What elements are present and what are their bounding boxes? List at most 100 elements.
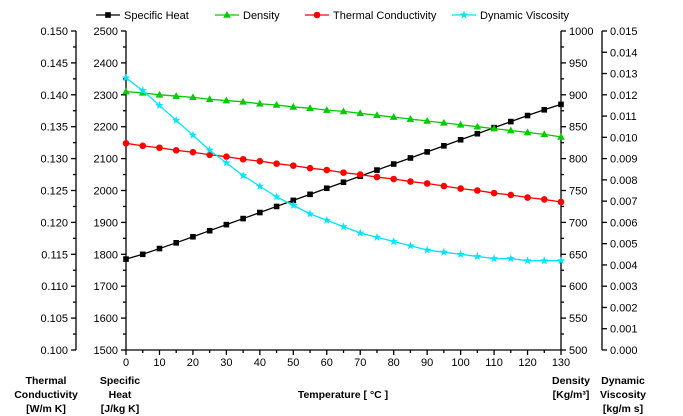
data-point <box>155 101 164 109</box>
data-point <box>490 189 498 197</box>
data-point <box>440 182 448 190</box>
x-tick-label: 20 <box>187 357 199 369</box>
data-point <box>256 157 264 165</box>
data-point <box>507 126 515 134</box>
data-point <box>423 180 431 187</box>
y-axis-title-k: Conductivity <box>14 389 78 401</box>
y-tick-label-k: 0.145 <box>40 58 68 70</box>
y-tick-label-mu: 0.000 <box>610 345 638 357</box>
data-point <box>189 93 197 101</box>
y-tick-label-mu: 0.014 <box>610 47 638 59</box>
data-point <box>223 153 230 160</box>
data-point <box>173 240 179 246</box>
data-point <box>306 104 314 111</box>
y-tick-label-rho: 800 <box>569 154 587 166</box>
y-tick-label-mu: 0.012 <box>610 90 638 102</box>
data-point <box>272 192 281 201</box>
legend-label: Dynamic Viscosity <box>480 10 570 22</box>
data-point <box>323 166 331 174</box>
data-point <box>356 228 365 237</box>
y-tick-label-k: 0.120 <box>40 217 68 229</box>
x-tick-label: 40 <box>254 357 266 369</box>
x-axis-title: Temperature [ °C ] <box>298 389 388 401</box>
x-tick-label: 110 <box>485 357 503 369</box>
data-point <box>322 106 331 113</box>
legend-label: Density <box>243 10 280 22</box>
data-point <box>122 87 130 95</box>
data-point <box>273 160 280 168</box>
data-point <box>524 194 531 201</box>
y-axis-title-cp: Specific <box>100 375 140 387</box>
series-dynamic-viscosity <box>121 73 566 265</box>
y-tick-label-rho: 650 <box>569 249 587 261</box>
y-tick-label-mu: 0.005 <box>610 239 638 251</box>
y-tick-label-rho: 850 <box>569 122 587 134</box>
data-point <box>172 92 180 99</box>
data-point <box>190 233 196 240</box>
data-point <box>289 102 298 110</box>
y-tick-label-cp: 1500 <box>94 345 118 357</box>
data-point <box>422 245 432 254</box>
y-tick-label-mu: 0.007 <box>610 196 638 208</box>
y-tick-label-mu: 0.011 <box>610 111 637 123</box>
data-point <box>322 215 331 224</box>
data-point <box>441 143 447 149</box>
y-tick-label-k: 0.140 <box>40 90 68 102</box>
data-point <box>524 112 531 119</box>
data-point <box>540 256 549 265</box>
data-point <box>389 237 398 246</box>
y-tick-label-rho: 700 <box>569 217 587 229</box>
data-point <box>206 151 213 159</box>
y-tick-label-k: 0.125 <box>40 186 68 198</box>
data-point <box>172 147 180 154</box>
x-tick-label: 10 <box>153 357 165 369</box>
data-point <box>255 181 265 190</box>
data-point <box>188 130 198 139</box>
y-tick-label-rho: 1000 <box>569 26 593 38</box>
y-tick-label-cp: 2300 <box>94 90 118 102</box>
data-point <box>541 106 548 113</box>
data-point <box>473 252 482 260</box>
data-point <box>339 222 348 231</box>
data-point <box>406 241 415 250</box>
data-point <box>556 256 566 265</box>
x-tick-label: 50 <box>287 357 299 369</box>
y-axis-title-mu: Viscosity <box>600 389 646 401</box>
y-axis-title-rho: [Kg/m³] <box>553 389 590 401</box>
data-point <box>374 167 380 173</box>
y-tick-label-cp: 2100 <box>94 154 118 166</box>
y-tick-label-cp: 2000 <box>94 186 118 198</box>
x-tick-label: 100 <box>451 357 469 369</box>
y-tick-label-cp: 1900 <box>94 217 118 229</box>
y-tick-label-rho: 900 <box>569 90 587 102</box>
data-point <box>323 185 330 192</box>
y-tick-label-mu: 0.004 <box>610 260 638 272</box>
y-tick-label-mu: 0.002 <box>610 302 638 314</box>
data-point <box>238 171 248 180</box>
data-point <box>123 256 129 262</box>
y-axis-title-mu: [kg/m s] <box>603 403 643 415</box>
data-point <box>373 111 381 119</box>
data-point <box>138 86 147 95</box>
data-point <box>523 128 532 136</box>
series-density <box>122 87 565 140</box>
data-point <box>223 221 230 228</box>
data-point <box>372 232 382 241</box>
data-point <box>456 249 465 258</box>
data-point <box>490 124 498 132</box>
data-point <box>139 251 146 258</box>
data-point <box>459 10 469 19</box>
data-point <box>206 227 213 234</box>
x-tick-label: 90 <box>421 357 433 369</box>
y-tick-label-cp: 1700 <box>94 281 118 293</box>
data-point <box>273 203 280 210</box>
data-point <box>205 95 214 103</box>
data-point <box>307 191 313 198</box>
data-point <box>389 113 398 120</box>
data-point <box>340 179 347 186</box>
data-point <box>305 209 315 218</box>
y-tick-label-mu: 0.015 <box>610 26 638 38</box>
x-tick-label: 30 <box>220 357 232 369</box>
y-tick-label-cp: 1800 <box>94 249 118 261</box>
